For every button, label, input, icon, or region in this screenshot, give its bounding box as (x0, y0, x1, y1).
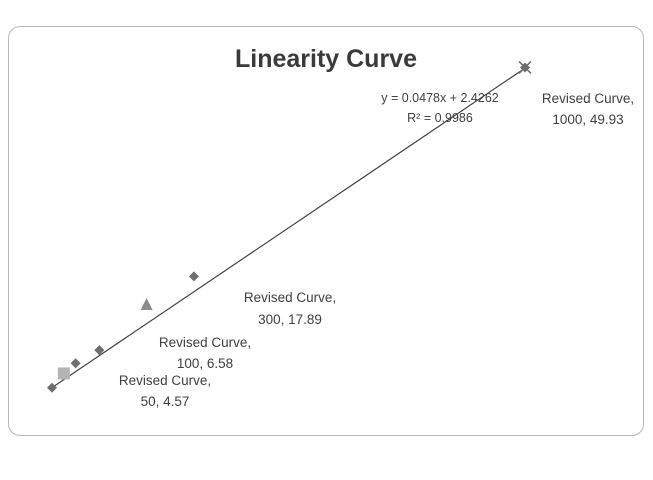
annotation-300-line2: 300, 17.89 (258, 312, 322, 327)
annotation-1000-line2: 1000, 49.93 (552, 112, 623, 127)
data-point-x-0 (518, 60, 532, 74)
data-point-square-0 (57, 367, 70, 380)
chart-frame (8, 26, 644, 436)
annotation-100: Revised Curve, 100, 6.58 (159, 335, 251, 371)
annotation-50: Revised Curve, 50, 4.57 (119, 373, 211, 409)
annotation-100-line2: 100, 6.58 (177, 356, 233, 371)
trendline-r-squared: R² = 0.9986 (407, 111, 473, 125)
trendline (51, 67, 526, 389)
data-point-diamond-3 (188, 271, 199, 282)
annotation-300: Revised Curve, 300, 17.89 (244, 290, 336, 327)
annotation-1000: Revised Curve, 1000, 49.93 (542, 91, 634, 127)
annotation-100-line1: Revised Curve, (159, 335, 251, 350)
data-point-diamond-2 (94, 345, 105, 356)
data-points (47, 60, 532, 393)
trendline-equation: y = 0.0478x + 2.4262 (381, 91, 499, 105)
data-point-diamond-0 (47, 382, 57, 393)
data-point-triangle-0 (140, 297, 153, 310)
annotation-1000-line1: Revised Curve, (542, 91, 634, 106)
data-point-diamond-1 (70, 358, 81, 369)
annotation-50-line2: 50, 4.57 (141, 394, 190, 409)
annotation-300-line1: Revised Curve, (244, 290, 336, 305)
chart-title: Linearity Curve (235, 45, 417, 73)
annotation-50-line1: Revised Curve, (119, 373, 211, 388)
